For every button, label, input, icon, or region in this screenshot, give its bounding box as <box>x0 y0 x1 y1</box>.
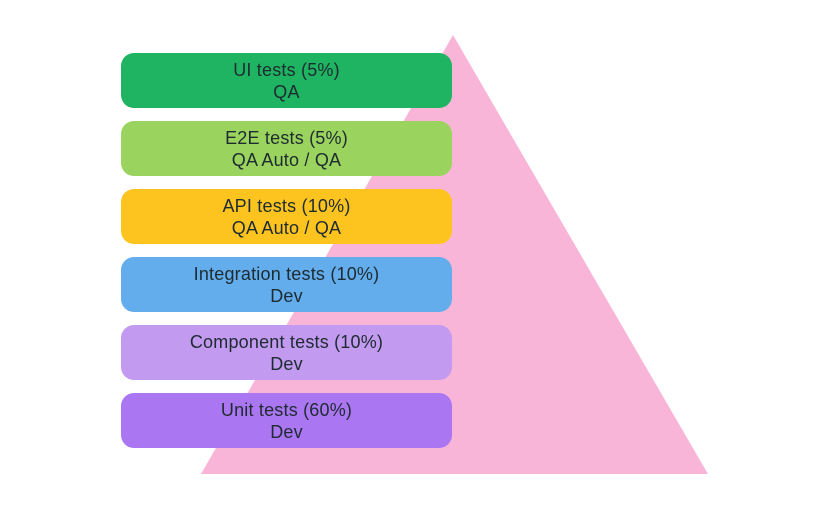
layer-label: Unit tests (60%) <box>220 399 353 420</box>
layer-label: Component tests (10%) <box>189 331 384 352</box>
layer-owner: QA Auto / QA <box>231 217 342 238</box>
layer-label: E2E tests (5%) <box>225 127 348 148</box>
pyramid-layer-api-tests: API tests (10%) QA Auto / QA <box>121 189 452 244</box>
layer-label: UI tests (5%) <box>233 59 340 80</box>
pyramid-layer-component-tests: Component tests (10%) Dev <box>121 325 452 380</box>
layer-label: Integration tests (10%) <box>193 263 380 284</box>
pyramid-layer-e2e-tests: E2E tests (5%) QA Auto / QA <box>121 121 452 176</box>
pyramid-layer-integration-tests: Integration tests (10%) Dev <box>121 257 452 312</box>
layer-owner: Dev <box>270 421 303 442</box>
layer-owner: QA Auto / QA <box>231 149 342 170</box>
layer-owner: Dev <box>270 285 303 306</box>
pyramid-layer-unit-tests: Unit tests (60%) Dev <box>121 393 452 448</box>
pyramid-layer-ui-tests: UI tests (5%) QA <box>121 53 452 108</box>
layer-label: API tests (10%) <box>222 195 351 216</box>
layer-owner: QA <box>273 81 300 102</box>
layer-owner: Dev <box>270 353 303 374</box>
